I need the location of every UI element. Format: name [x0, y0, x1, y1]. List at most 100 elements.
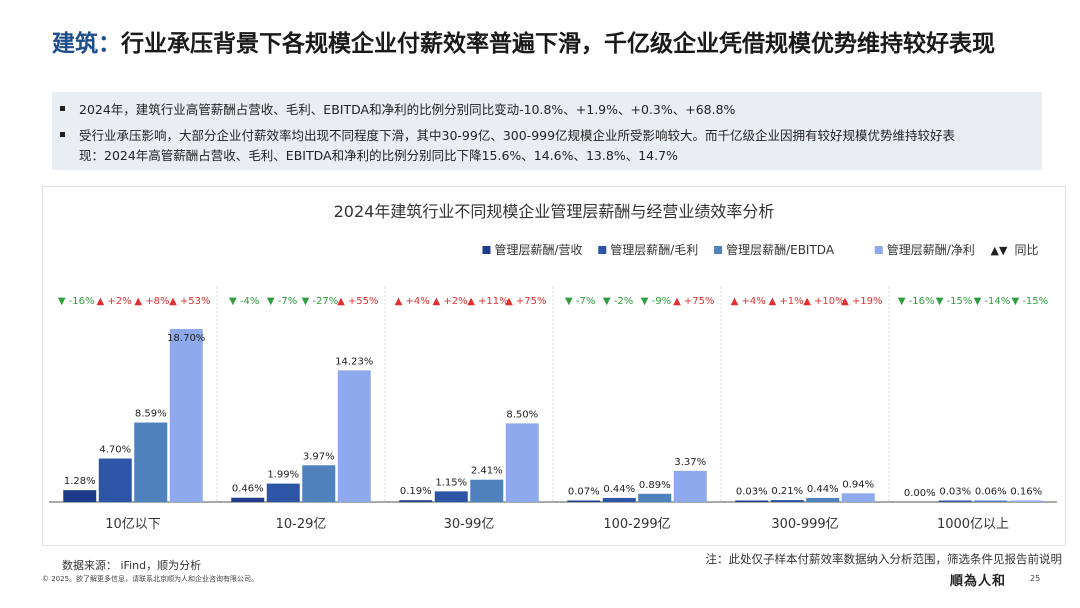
- bar: [434, 491, 468, 502]
- bar: [770, 500, 804, 502]
- data-label: 0.03%: [736, 487, 768, 498]
- yoy-label: ▼ -15%: [936, 296, 973, 307]
- bar: [1009, 500, 1043, 502]
- title-text: 行业承压背景下各规模企业付薪效率普遍下滑，千亿级企业凭借规模优势维持较好表现: [121, 31, 995, 57]
- bullet-marker: [60, 132, 65, 137]
- bar: [602, 497, 636, 502]
- chart-panel: 2024年建筑行业不同规模企业管理层薪酬与经营业绩效率分析管理层薪酬/营收 管理层…: [42, 186, 1066, 546]
- yoy-label: ▼ -4%: [229, 296, 259, 307]
- legend-label: 管理层薪酬/毛利: [610, 242, 698, 257]
- yoy-label: ▼ -2%: [603, 296, 633, 307]
- bar: [302, 465, 336, 502]
- x-tick-label: 1000亿以上: [937, 517, 1009, 532]
- x-tick-label: 10亿以下: [105, 517, 161, 532]
- yoy-label: ▼ -7%: [565, 296, 595, 307]
- company-logo: 順為人和: [950, 574, 1007, 589]
- data-label: 1.15%: [435, 477, 467, 488]
- data-label: 0.94%: [842, 479, 874, 490]
- bar: [63, 490, 97, 502]
- x-tick-label: 300-999亿: [771, 517, 838, 532]
- summary-bullet-1-text: 2024年，建筑行业高管薪酬占营收、毛利、EBITDA和净利的比例分别同比变动-…: [79, 102, 736, 117]
- bar: [470, 479, 504, 502]
- data-label: 1.99%: [267, 470, 299, 481]
- summary-bullet-1: 2024年，建筑行业高管薪酬占营收、毛利、EBITDA和净利的比例分别同比变动-…: [60, 100, 735, 120]
- x-tick-label: 100-299亿: [603, 517, 670, 532]
- bar: [638, 493, 672, 502]
- bar: [266, 483, 300, 502]
- legend-swatch: [714, 246, 723, 254]
- legend-swatch: [482, 246, 491, 254]
- data-label: 0.19%: [400, 486, 432, 497]
- data-source: 数据来源： iFind，顺为分析: [62, 559, 202, 572]
- data-label: 3.97%: [303, 451, 335, 462]
- legend-swatch: [598, 246, 607, 254]
- bar: [567, 500, 601, 502]
- yoy-label: ▼ -27%: [302, 296, 339, 307]
- yoy-label: ▼ -7%: [267, 296, 297, 307]
- data-label: 0.03%: [939, 487, 971, 498]
- yoy-label: ▲ +11%: [467, 296, 508, 307]
- bar: [98, 458, 132, 502]
- yoy-label: ▼ -16%: [898, 296, 935, 307]
- bar: [231, 497, 265, 502]
- x-tick-label: 30-99亿: [444, 517, 495, 532]
- yoy-label: ▲ +4%: [395, 296, 430, 307]
- bar: [505, 423, 539, 502]
- page-title: 建筑：行业承压背景下各规模企业付薪效率普遍下滑，千亿级企业凭借规模优势维持较好表…: [52, 30, 1052, 58]
- yoy-label: ▼ -16%: [58, 296, 95, 307]
- data-label: 0.00%: [904, 488, 936, 499]
- yoy-label: ▲ +53%: [169, 296, 210, 307]
- yoy-label: ▲ +75%: [673, 296, 714, 307]
- data-label: 0.16%: [1010, 487, 1042, 498]
- legend-label: 管理层薪酬/EBITDA: [726, 242, 835, 257]
- bar: [974, 500, 1008, 502]
- data-label: 4.70%: [99, 445, 131, 456]
- legend-yoy-symbol: ▲▼: [991, 244, 1008, 257]
- legend-label: 同比: [1015, 243, 1039, 257]
- bar: [399, 500, 433, 502]
- bar: [169, 329, 203, 502]
- x-tick-label: 10-29亿: [276, 517, 327, 532]
- chart-title: 2024年建筑行业不同规模企业管理层薪酬与经营业绩效率分析: [334, 202, 775, 221]
- data-label: 8.50%: [506, 409, 538, 420]
- footnote: 注：此处仅子样本付薪效率数据纳入分析范围，筛选条件见报告前说明: [705, 552, 1063, 566]
- data-label: 0.44%: [807, 484, 839, 495]
- bullet-marker: [60, 106, 65, 111]
- yoy-label: ▼ -15%: [1011, 296, 1048, 307]
- data-label: 0.46%: [232, 484, 264, 495]
- yoy-label: ▲ +8%: [134, 296, 169, 307]
- copyright: © 2025。欲了解更多信息，请联系北京顺为人和企业咨询有限公司。: [42, 575, 259, 583]
- data-label: 14.23%: [335, 356, 373, 367]
- data-label: 18.70%: [167, 333, 205, 344]
- summary-bullet-2: 受行业承压影响，大部分企业付薪效率均出现不同程度下滑，其中30-99亿、300-…: [60, 126, 1020, 166]
- yoy-label: ▲ +75%: [505, 296, 546, 307]
- bar: [938, 500, 972, 502]
- yoy-label: ▲ +4%: [731, 296, 766, 307]
- bar: [673, 470, 707, 502]
- data-label: 2.41%: [471, 466, 503, 477]
- yoy-label: ▲ +55%: [337, 296, 378, 307]
- summary-bullet-2-line2: 现：2024年高管薪酬占营收、毛利、EBITDA和净利的比例分别同比下降15.6…: [79, 148, 678, 163]
- page-number: 25: [1030, 574, 1041, 583]
- bar: [735, 500, 769, 502]
- legend-swatch: [874, 246, 883, 254]
- summary-box: 2024年，建筑行业高管薪酬占营收、毛利、EBITDA和净利的比例分别同比变动-…: [52, 92, 1042, 170]
- data-label: 0.07%: [568, 487, 600, 498]
- data-label: 8.59%: [135, 409, 167, 420]
- yoy-label: ▼ -14%: [974, 296, 1011, 307]
- yoy-label: ▼ -9%: [641, 296, 671, 307]
- yoy-label: ▲ +2%: [97, 296, 132, 307]
- data-label: 1.28%: [64, 476, 96, 487]
- legend-label: 管理层薪酬/营收: [494, 242, 582, 257]
- bar: [806, 497, 840, 502]
- legend-label: 管理层薪酬/净利: [887, 242, 975, 257]
- title-keyword: 建筑：: [52, 31, 121, 57]
- yoy-label: ▲ +2%: [433, 296, 468, 307]
- bar: [134, 422, 168, 502]
- data-label: 0.06%: [975, 487, 1007, 498]
- yoy-label: ▲ +10%: [803, 296, 844, 307]
- data-label: 3.37%: [674, 457, 706, 468]
- data-label: 0.44%: [603, 484, 635, 495]
- summary-bullet-2-line1: 受行业承压影响，大部分企业付薪效率均出现不同程度下滑，其中30-99亿、300-…: [79, 128, 956, 143]
